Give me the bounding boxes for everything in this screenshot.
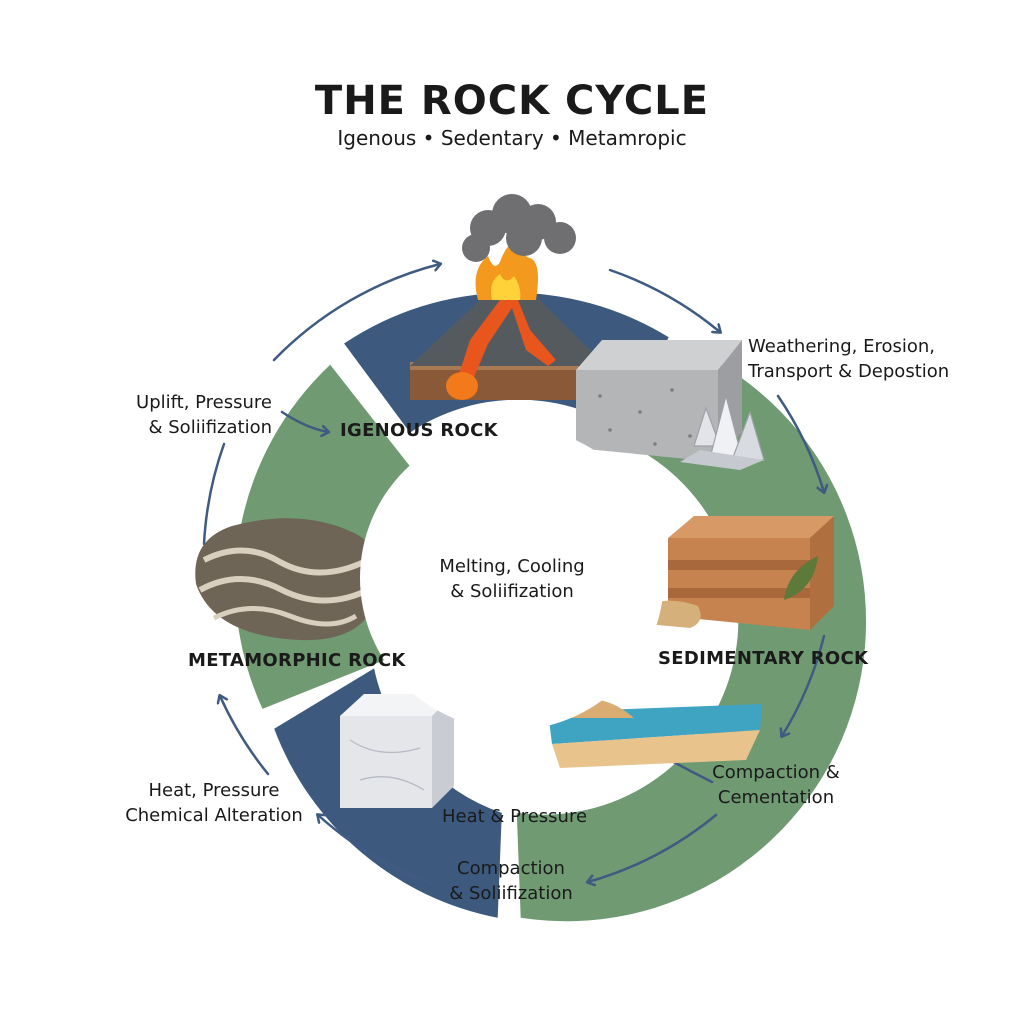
arrow-cementation-to-bottom (588, 813, 718, 882)
crystal-cluster-icon (680, 395, 765, 470)
arrow-bottom-to-heat (318, 815, 434, 886)
label-uplift: Uplift, Pressure & Soliifization (110, 390, 272, 440)
eruption-fire-core (491, 274, 521, 300)
volcano-cone (410, 300, 606, 366)
cycle-arrows (202, 264, 826, 886)
arrow-uplift-pointer (280, 410, 328, 432)
arrow-heat-to-metamorphic (220, 696, 270, 776)
arrow-metamorphic-to-uplift (202, 442, 226, 546)
weathering-line-1: Weathering, Erosion, (748, 336, 935, 357)
ground-strata (410, 366, 606, 400)
sandstone-block-icon (626, 516, 834, 630)
uplift-line-1: Uplift, Pressure (136, 392, 272, 413)
uplift-line-2: & Soliifization (148, 417, 273, 438)
center-circle (360, 426, 664, 730)
label-metamorphic-rock: METAMORPHIC ROCK (188, 650, 406, 671)
arrow-weathering-to-sedimentary (776, 394, 824, 492)
compaction-cementation-line-2: Cementation (717, 787, 835, 808)
label-weathering: Weathering, Erosion, Transport & Deposti… (748, 334, 949, 384)
page-title: THE ROCK CYCLE (314, 78, 710, 124)
ring-segment-sedimentary (516, 343, 867, 922)
label-heat-pressure-chemical: Heat, Pressure Chemical Alteration (124, 778, 304, 828)
label-sedimentary-rock: SEDIMENTARY ROCK (658, 648, 869, 669)
arrow-uplift-to-igneous (272, 264, 440, 362)
arrow-igneous-to-weathering (608, 268, 720, 332)
compaction-solidification-line-2: & Soliifization (449, 883, 573, 904)
center-line-2: & Soliifization (450, 581, 574, 602)
label-heat-pressure: Heat & Pressure (442, 806, 588, 827)
center-process-label: Melting, Cooling & Soliifization (412, 554, 612, 604)
ash-cloud (462, 194, 576, 262)
metamorphic-rock-icon (195, 518, 379, 641)
compaction-cementation-line-1: Compaction & (712, 762, 840, 783)
volcano-icon (410, 194, 606, 400)
label-compaction-cementation: Compaction & Cementation (706, 760, 846, 810)
compaction-solidification-line-1: Compaction (457, 858, 565, 879)
leaf-fossil-icon (784, 556, 818, 600)
heat-pressure-chem-line-2: Chemical Alteration (125, 805, 303, 826)
weathering-line-2: Transport & Depostion (748, 361, 950, 382)
label-compaction-solidification: Compaction & Soliifization (436, 856, 586, 906)
page-subtitle: Igenous • Sedentary • Metamropic (337, 126, 687, 150)
heat-pressure-chem-line-1: Heat, Pressure (148, 780, 280, 801)
marble-cube-icon (340, 694, 454, 808)
label-igneous-rock: IGENOUS ROCK (340, 420, 498, 441)
center-line-1: Melting, Cooling (439, 556, 585, 577)
lava-pool (446, 372, 478, 400)
arrow-sedimentary-to-compaction (782, 634, 826, 736)
